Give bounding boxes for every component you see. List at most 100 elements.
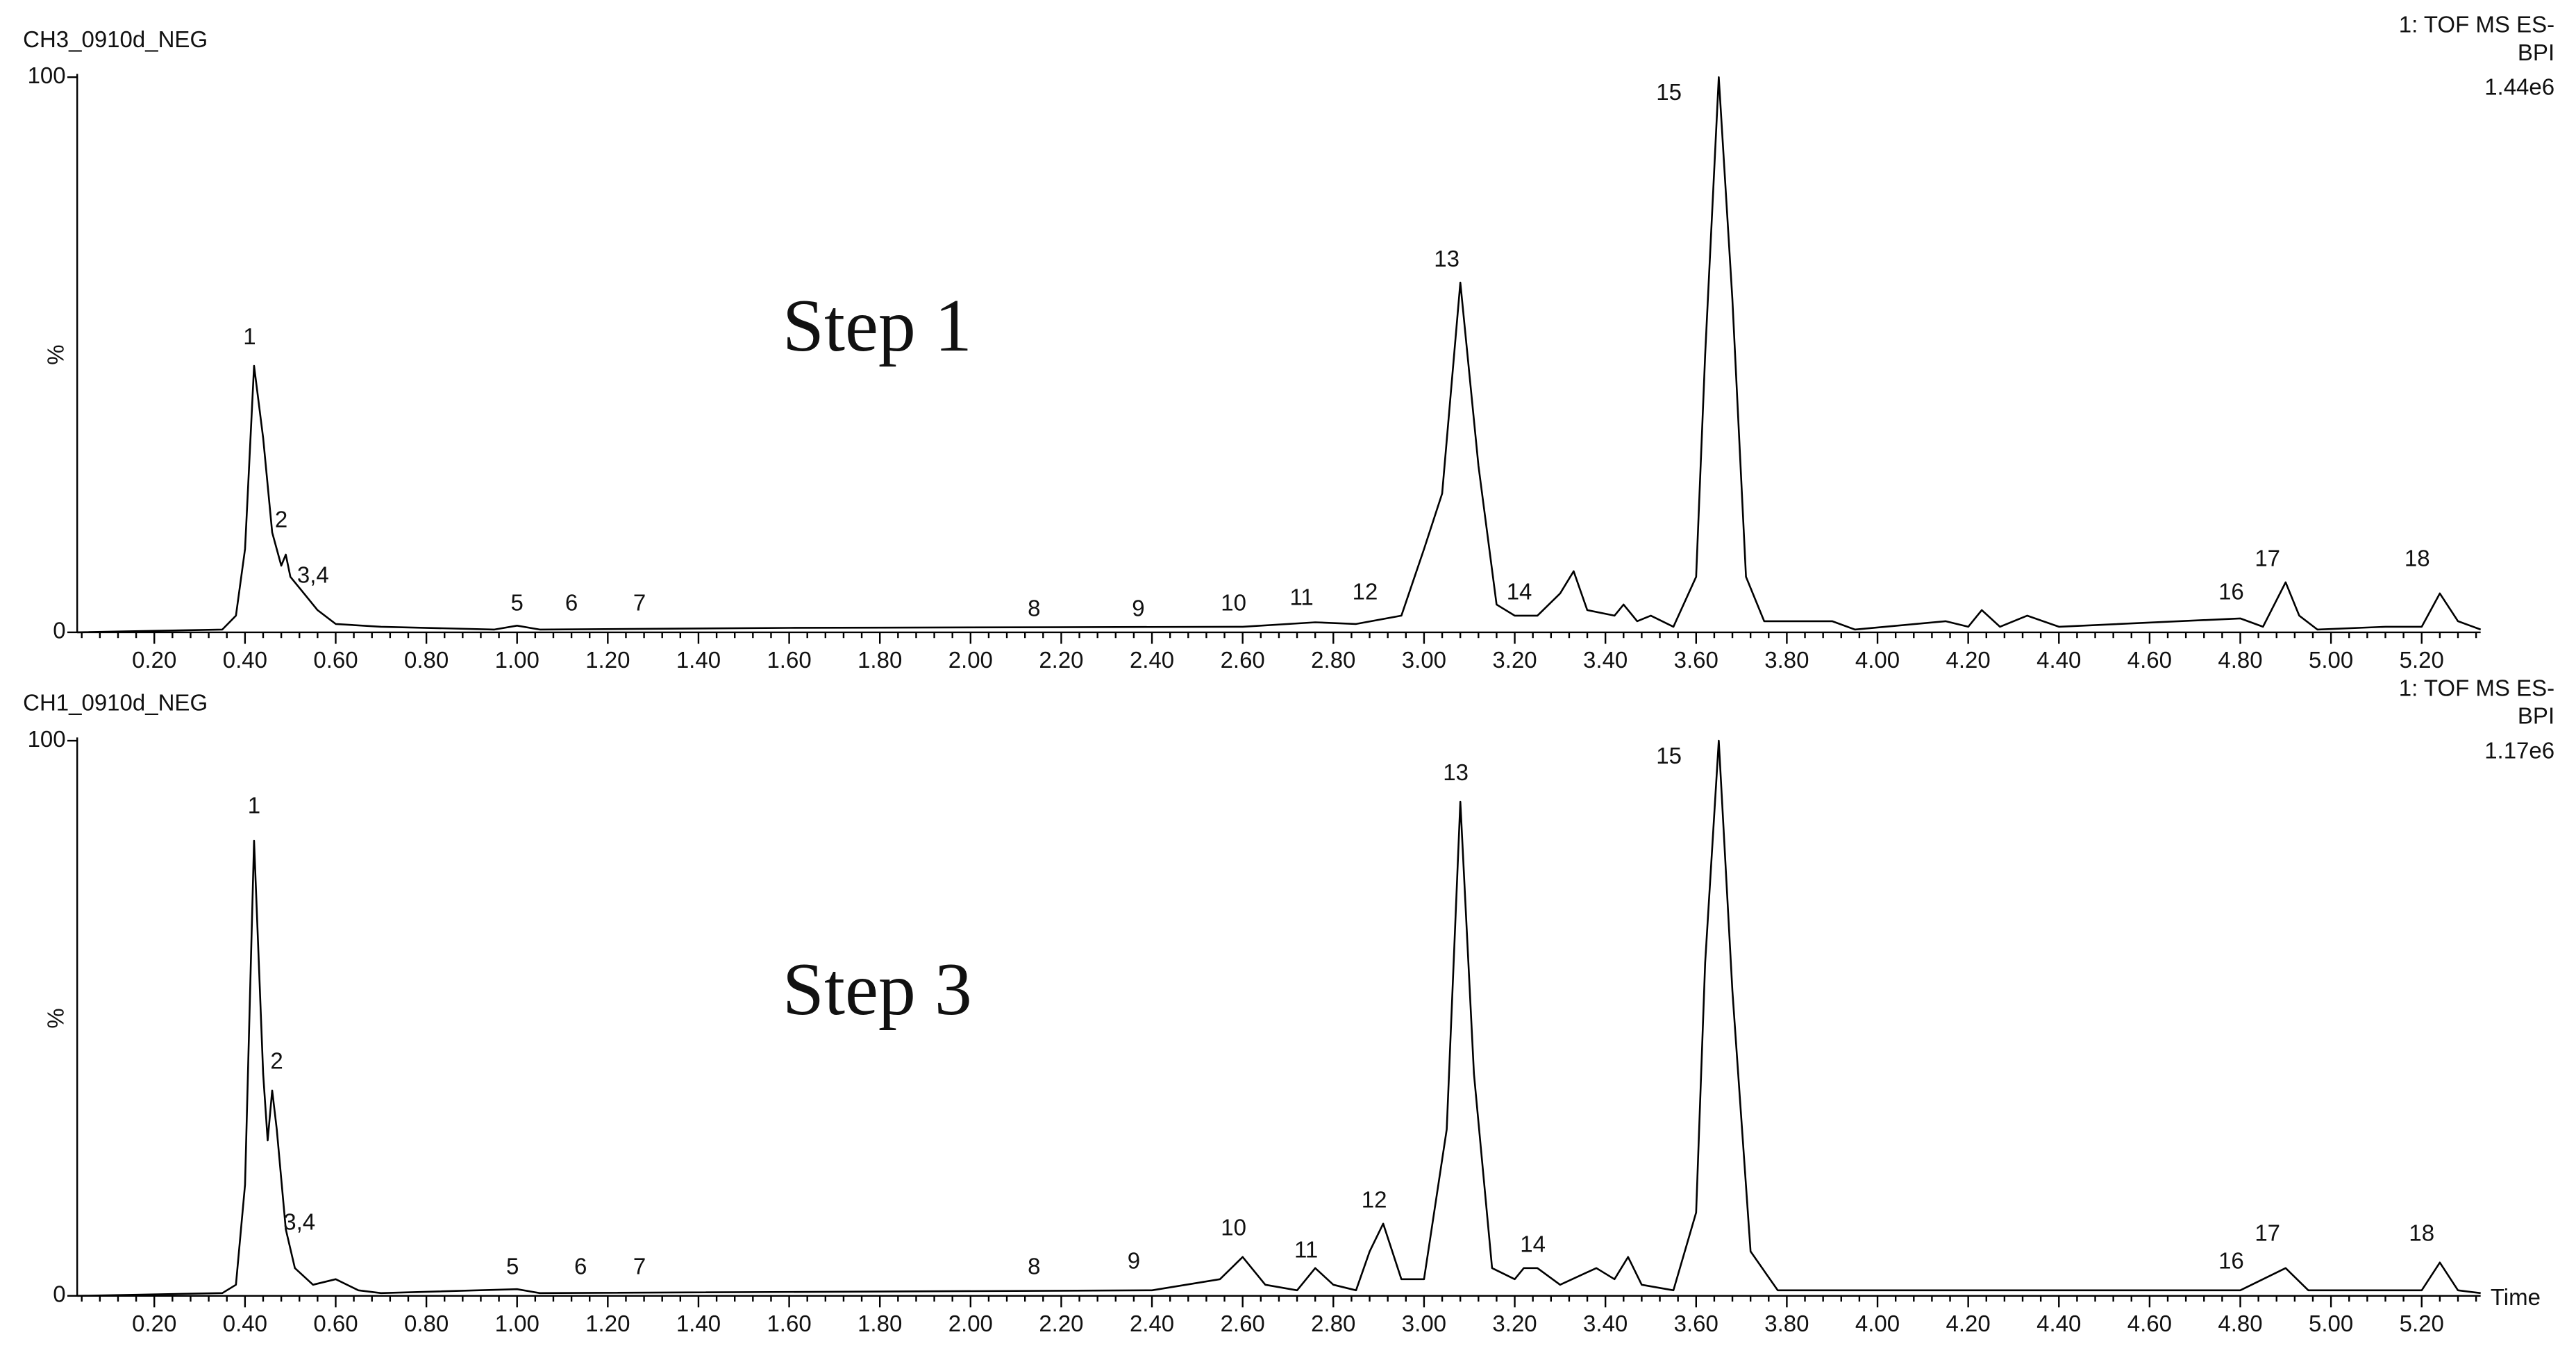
x-tick-label: 2.00 — [948, 647, 993, 673]
x-tick-label: 4.60 — [2127, 647, 2172, 673]
peak-label: 11 — [1294, 1237, 1318, 1263]
header-text: 1: TOF MS ES- — [2399, 675, 2554, 700]
peak-label: 8 — [1028, 596, 1040, 621]
x-tick-label: 4.40 — [2036, 647, 2081, 673]
x-tick-label: 1.20 — [585, 1311, 630, 1336]
x-tick-label: 4.80 — [2218, 647, 2262, 673]
x-tick-label: 3.60 — [1674, 1311, 1718, 1336]
x-tick-label: 4.80 — [2218, 1311, 2262, 1336]
peak-label: 10 — [1221, 1215, 1246, 1240]
x-tick-label: 1.80 — [858, 1311, 902, 1336]
peak-label: 12 — [1362, 1187, 1387, 1213]
x-tick-label: 5.20 — [2400, 1311, 2444, 1336]
x-tick-label: 3.00 — [1402, 647, 1446, 673]
x-tick-label: 0.20 — [132, 1311, 176, 1336]
y-tick-label: 100 — [28, 726, 66, 752]
peak-label: 12 — [1353, 579, 1378, 605]
peak-label: 5 — [506, 1254, 519, 1279]
y-axis-label: % — [43, 1008, 69, 1028]
peak-label: 13 — [1443, 759, 1469, 785]
y-tick-label: 0 — [53, 1281, 65, 1306]
peak-label: 1 — [243, 323, 256, 349]
x-tick-label: 2.80 — [1311, 1311, 1355, 1336]
x-tick-label: 0.80 — [404, 1311, 449, 1336]
peak-label: 14 — [1507, 579, 1532, 605]
peak-label: 7 — [633, 1254, 646, 1279]
x-tick-label: 1.20 — [585, 647, 630, 673]
x-tick-label: 4.60 — [2127, 1311, 2172, 1336]
header-text: BPI — [2518, 40, 2554, 65]
header-text: 1.44e6 — [2484, 74, 2554, 99]
peak-label: 14 — [1520, 1231, 1546, 1257]
peak-label: 9 — [1128, 1248, 1140, 1274]
header-text: 1: TOF MS ES- — [2399, 12, 2554, 37]
x-tick-label: 2.60 — [1221, 1311, 1265, 1336]
chart-title: CH1_0910d_NEG — [23, 690, 208, 716]
x-tick-label: 1.00 — [495, 647, 540, 673]
peak-label: 13 — [1434, 246, 1460, 271]
peak-label: 6 — [574, 1254, 587, 1279]
annotation: Step 1 — [783, 285, 972, 367]
x-tick-label: 2.40 — [1130, 1311, 1174, 1336]
x-tick-label: 1.40 — [676, 647, 721, 673]
x-tick-label: 3.00 — [1402, 1311, 1446, 1336]
x-tick-label: 3.80 — [1764, 1311, 1809, 1336]
x-tick-label: 3.40 — [1583, 1311, 1628, 1336]
peak-label: 5 — [511, 590, 524, 616]
x-tick-label: 0.20 — [132, 647, 176, 673]
x-tick-label: 4.20 — [1946, 647, 1991, 673]
x-tick-label: 4.20 — [1946, 1311, 1991, 1336]
y-tick-label: 0 — [53, 618, 65, 643]
peak-label: 1 — [248, 793, 260, 818]
x-tick-label: 2.40 — [1130, 647, 1174, 673]
peak-label: 11 — [1289, 584, 1313, 610]
peak-label: 10 — [1221, 590, 1246, 616]
x-tick-label: 4.00 — [1855, 647, 1900, 673]
peak-label: 18 — [2404, 546, 2430, 571]
peak-label: 18 — [2409, 1220, 2434, 1246]
x-tick-label: 2.80 — [1311, 647, 1355, 673]
x-tick-label: 2.20 — [1039, 647, 1083, 673]
peak-label: 6 — [565, 590, 578, 616]
peak-label: 3,4 — [283, 1209, 315, 1235]
peak-label: 2 — [270, 1048, 283, 1074]
x-tick-label: 3.20 — [1492, 647, 1537, 673]
x-tick-label: 1.00 — [495, 1311, 540, 1336]
x-tick-label: 1.40 — [676, 1311, 721, 1336]
peak-label: 8 — [1028, 1254, 1040, 1279]
annotation: Step 3 — [783, 948, 972, 1031]
x-tick-label: 1.60 — [767, 647, 811, 673]
peak-label: 15 — [1656, 79, 1682, 105]
x-tick-label: 4.00 — [1855, 1311, 1900, 1336]
y-axis-label: % — [43, 344, 69, 364]
x-axis-label: Time — [2491, 1284, 2541, 1310]
x-tick-label: 4.40 — [2036, 1311, 2081, 1336]
peak-label: 15 — [1656, 743, 1682, 768]
x-tick-label: 5.00 — [2309, 647, 2353, 673]
chromatogram-line — [77, 76, 2482, 634]
x-tick-label: 0.60 — [313, 1311, 358, 1336]
peak-label: 16 — [2218, 1248, 2244, 1274]
peak-label: 2 — [275, 507, 287, 532]
peak-label: 7 — [633, 590, 646, 616]
x-tick-label: 5.00 — [2309, 1311, 2353, 1336]
x-tick-label: 0.40 — [223, 1311, 267, 1336]
x-tick-label: 2.60 — [1221, 647, 1265, 673]
x-tick-label: 3.20 — [1492, 1311, 1537, 1336]
x-tick-label: 0.80 — [404, 647, 449, 673]
header-text: 1.17e6 — [2484, 737, 2554, 763]
x-tick-label: 2.00 — [948, 1311, 993, 1336]
x-tick-label: 3.60 — [1674, 647, 1718, 673]
chart-title: CH3_0910d_NEG — [23, 26, 208, 52]
peak-label: 16 — [2218, 579, 2244, 605]
peak-label: 17 — [2255, 1220, 2280, 1246]
x-tick-label: 0.40 — [223, 647, 267, 673]
header-text: BPI — [2518, 703, 2554, 729]
y-tick-label: 100 — [28, 62, 66, 88]
peak-label: 3,4 — [297, 562, 329, 588]
x-tick-label: 0.60 — [313, 647, 358, 673]
x-tick-label: 5.20 — [2400, 647, 2444, 673]
x-tick-label: 1.80 — [858, 647, 902, 673]
